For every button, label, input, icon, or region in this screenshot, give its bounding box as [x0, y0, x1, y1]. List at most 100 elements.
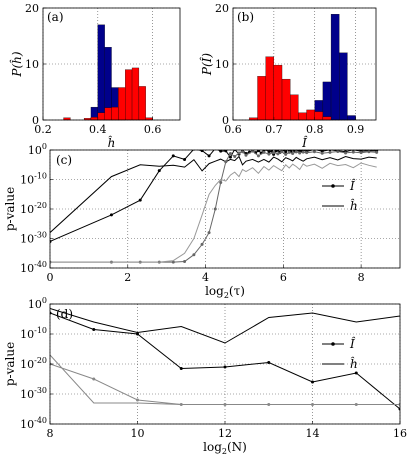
legend-marker — [331, 342, 335, 346]
x-tick-label: 0.4 — [89, 123, 107, 136]
series-point — [251, 150, 255, 153]
y-tick-label: 10 — [25, 58, 39, 71]
series-point — [213, 207, 217, 211]
series-point — [233, 154, 237, 158]
x-tick-label: 16 — [393, 427, 407, 440]
series-point — [298, 151, 302, 155]
series-point — [200, 242, 204, 246]
y-tick-label: 20 — [215, 2, 229, 15]
series-point — [219, 180, 223, 184]
x-axis-label: ĥ — [108, 135, 116, 150]
y-tick-label: 0 — [32, 114, 39, 127]
histogram-bar — [111, 106, 119, 121]
panel-d: 8 10 12 14 16 100 10-10 10-20 10-30 10-40 (d) log2(… — [3, 296, 407, 456]
legend-label: ĥ — [350, 198, 358, 213]
series-line — [50, 155, 377, 233]
series-point — [237, 151, 241, 155]
series-point — [267, 361, 271, 364]
y-tick-label: 10-30 — [20, 231, 47, 246]
series-line — [50, 308, 400, 344]
y-tick-label: 10-30 — [20, 386, 47, 401]
histogram-bar — [322, 116, 332, 121]
series-point — [241, 150, 244, 154]
series-point — [92, 328, 96, 331]
series-point — [233, 150, 237, 151]
series-point — [272, 151, 276, 155]
series-point — [351, 150, 355, 154]
series-point — [136, 398, 139, 402]
y-tick-label: 10 — [215, 58, 229, 71]
panel-b: 0.6 0.7 0.8 0.9 0 10 20 (b) Î P(Î) — [199, 2, 377, 150]
x-tick-label: 12 — [218, 427, 232, 440]
series-point — [354, 371, 358, 375]
x-tick-label: 0.2 — [34, 123, 52, 136]
x-tick-label: 0 — [47, 271, 54, 284]
series-point — [276, 150, 280, 152]
legend-label: ĥ — [350, 356, 358, 371]
x-tick-label: 0.8 — [306, 123, 324, 136]
x-tick-label: 14 — [306, 427, 320, 440]
series-point — [267, 152, 271, 156]
series-point — [228, 155, 232, 159]
series-point — [179, 367, 183, 370]
series-line — [50, 162, 377, 263]
histogram-bar — [306, 109, 315, 121]
histogram-bar — [290, 94, 299, 121]
series-point — [336, 150, 340, 153]
series-point — [305, 151, 309, 155]
series-point — [267, 150, 271, 154]
panel-a: 0.2 0.4 0.6 0 10 20 (a) ĥ P(ĥ) — [9, 2, 181, 150]
series-point — [223, 365, 227, 369]
y-tick-label: 10-40 — [20, 260, 47, 275]
y-tick-label: 20 — [25, 2, 39, 15]
series-point — [207, 154, 211, 158]
series-point — [183, 157, 187, 161]
series-point — [244, 153, 248, 157]
series-point — [287, 150, 291, 154]
series-point — [200, 150, 204, 153]
series-point — [276, 152, 280, 156]
y-tick-label: 10-20 — [20, 201, 47, 216]
histogram-bar — [265, 56, 275, 121]
series-point — [256, 154, 260, 158]
y-axis-label: p-value — [3, 342, 17, 386]
histogram-bar — [273, 64, 283, 121]
histogram-bar — [131, 67, 140, 121]
legend-label: Î — [349, 178, 356, 193]
x-tick-label: 8 — [47, 427, 54, 440]
panel-label: (b) — [237, 10, 254, 24]
series-point — [92, 377, 96, 381]
series-point — [359, 151, 363, 155]
y-tick-label: 100 — [28, 296, 47, 311]
series-point — [207, 231, 211, 235]
series-point — [109, 213, 113, 217]
series-point — [192, 253, 196, 257]
series-point — [171, 154, 175, 158]
series-point — [284, 150, 288, 154]
histogram-bar — [281, 78, 291, 121]
y-tick-label: 10-10 — [20, 326, 47, 341]
x-tick-label: 10 — [131, 427, 145, 440]
x-axis-label: log2(N) — [203, 440, 247, 456]
x-tick-label: 8 — [358, 271, 365, 284]
series-point — [136, 332, 139, 336]
x-tick-label: 0.7 — [265, 123, 283, 136]
series-point — [367, 150, 371, 154]
x-tick-label: 0.6 — [224, 123, 242, 136]
y-axis-label: P(ĥ) — [9, 51, 24, 77]
series-point — [224, 150, 228, 153]
panel-label: (a) — [47, 10, 64, 24]
legend-label: Î — [349, 336, 356, 351]
histogram-bar — [118, 87, 126, 121]
series-point — [219, 150, 223, 153]
series-group — [50, 150, 379, 264]
series-point — [375, 150, 379, 154]
series-point — [138, 198, 142, 202]
x-tick-label: 0.6 — [144, 123, 162, 136]
series-point — [344, 151, 348, 155]
histogram-bar — [97, 112, 105, 121]
series-point — [262, 150, 266, 154]
histogram-bar — [138, 86, 146, 121]
x-tick-label: 2 — [124, 271, 131, 284]
